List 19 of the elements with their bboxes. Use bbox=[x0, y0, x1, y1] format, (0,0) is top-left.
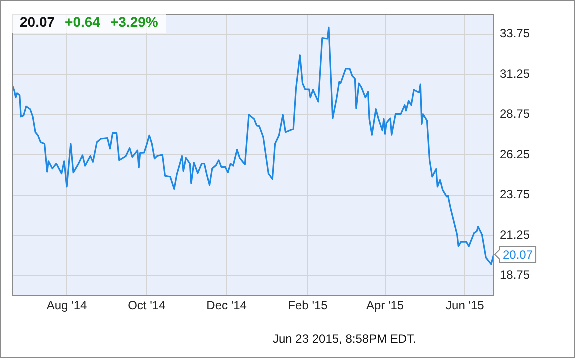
x-tick-label: Apr '15 bbox=[366, 298, 404, 313]
annotation: +0.64 bbox=[65, 14, 100, 30]
x-tick-label: Feb '15 bbox=[288, 298, 328, 313]
y-tick-label: 21.25 bbox=[500, 228, 530, 242]
x-tick-label: Jun '15 bbox=[446, 298, 485, 313]
x-tick-label: Dec '14 bbox=[206, 298, 248, 313]
y-tick-label: 33.75 bbox=[500, 26, 530, 41]
y-tick-label: 26.25 bbox=[500, 147, 530, 162]
annotation: 20.07 bbox=[503, 248, 534, 262]
text: Jun 23 2015, 8:58PM EDT. bbox=[273, 332, 416, 346]
x-tick-label: Aug '14 bbox=[46, 298, 88, 313]
x-tick-label: Oct '14 bbox=[128, 298, 166, 313]
annotation: +3.29% bbox=[110, 14, 158, 30]
y-tick-label: 18.75 bbox=[500, 268, 530, 282]
y-tick-label: 23.75 bbox=[500, 188, 530, 202]
y-tick-label: 31.25 bbox=[500, 66, 530, 81]
header-panel: 20.07 +0.64 +3.29% bbox=[12, 11, 166, 33]
annotation: 20.07 bbox=[20, 14, 56, 30]
y-tick-label: 28.75 bbox=[500, 107, 530, 122]
